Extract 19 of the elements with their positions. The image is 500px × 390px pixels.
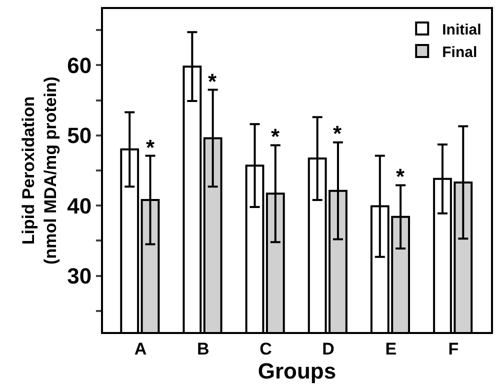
y-tick-label: 50 <box>67 123 92 148</box>
annotation: * <box>208 69 217 94</box>
annotation: * <box>271 124 280 149</box>
y-tick-label: 60 <box>67 52 92 78</box>
annotation: * <box>333 121 342 146</box>
y-tick-label: 30 <box>67 264 92 289</box>
x-tick-label: B <box>196 339 210 358</box>
y-tick-label: 40 <box>67 193 92 218</box>
annotation: * <box>146 135 155 160</box>
x-tick-label: F <box>448 339 459 358</box>
legend-label: Final <box>442 44 478 61</box>
x-tick-label: E <box>385 339 397 358</box>
x-tick-label: A <box>134 339 147 358</box>
x-tick-label: C <box>260 339 272 358</box>
x-tick-label: D <box>322 339 334 358</box>
legend-label: Initial <box>442 21 482 38</box>
x-axis-title: Groups <box>258 358 336 384</box>
y-axis-title: Lipid Peroxidation (nmol MDA/mg protein) <box>19 76 60 264</box>
annotation: * <box>396 164 405 189</box>
